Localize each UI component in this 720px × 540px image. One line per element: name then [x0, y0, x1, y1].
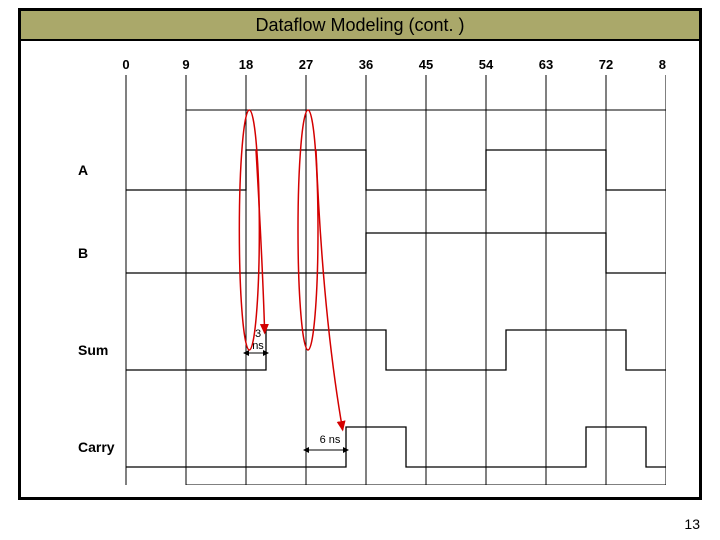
slide-frame: Dataflow Modeling (cont. ) 0 9 18 27 36 45 54 6… — [18, 8, 702, 500]
svg-text:9: 9 — [182, 57, 189, 72]
svg-text:6 ns: 6 ns — [320, 434, 341, 446]
svg-text:54: 54 — [479, 57, 494, 72]
svg-text:81: 81 — [659, 57, 666, 72]
svg-text:18: 18 — [239, 57, 253, 72]
slide-title: Dataflow Modeling (cont. ) — [255, 15, 464, 36]
svg-text:63: 63 — [539, 57, 553, 72]
page-number: 13 — [684, 516, 700, 532]
svg-text:B: B — [78, 245, 88, 261]
svg-text:72: 72 — [599, 57, 613, 72]
svg-text:Carry: Carry — [78, 439, 115, 455]
svg-text:0: 0 — [122, 57, 129, 72]
title-bar: Dataflow Modeling (cont. ) — [21, 11, 699, 41]
timing-diagram: 0 9 18 27 36 45 54 63 72 81 A B Sum Carry 3ns 6 ns — [66, 55, 666, 485]
svg-text:3: 3 — [255, 328, 261, 340]
svg-text:A: A — [78, 162, 88, 178]
svg-text:36: 36 — [359, 57, 373, 72]
svg-text:45: 45 — [419, 57, 433, 72]
svg-text:27: 27 — [299, 57, 313, 72]
svg-text:Sum: Sum — [78, 342, 108, 358]
svg-text:ns: ns — [252, 340, 264, 352]
